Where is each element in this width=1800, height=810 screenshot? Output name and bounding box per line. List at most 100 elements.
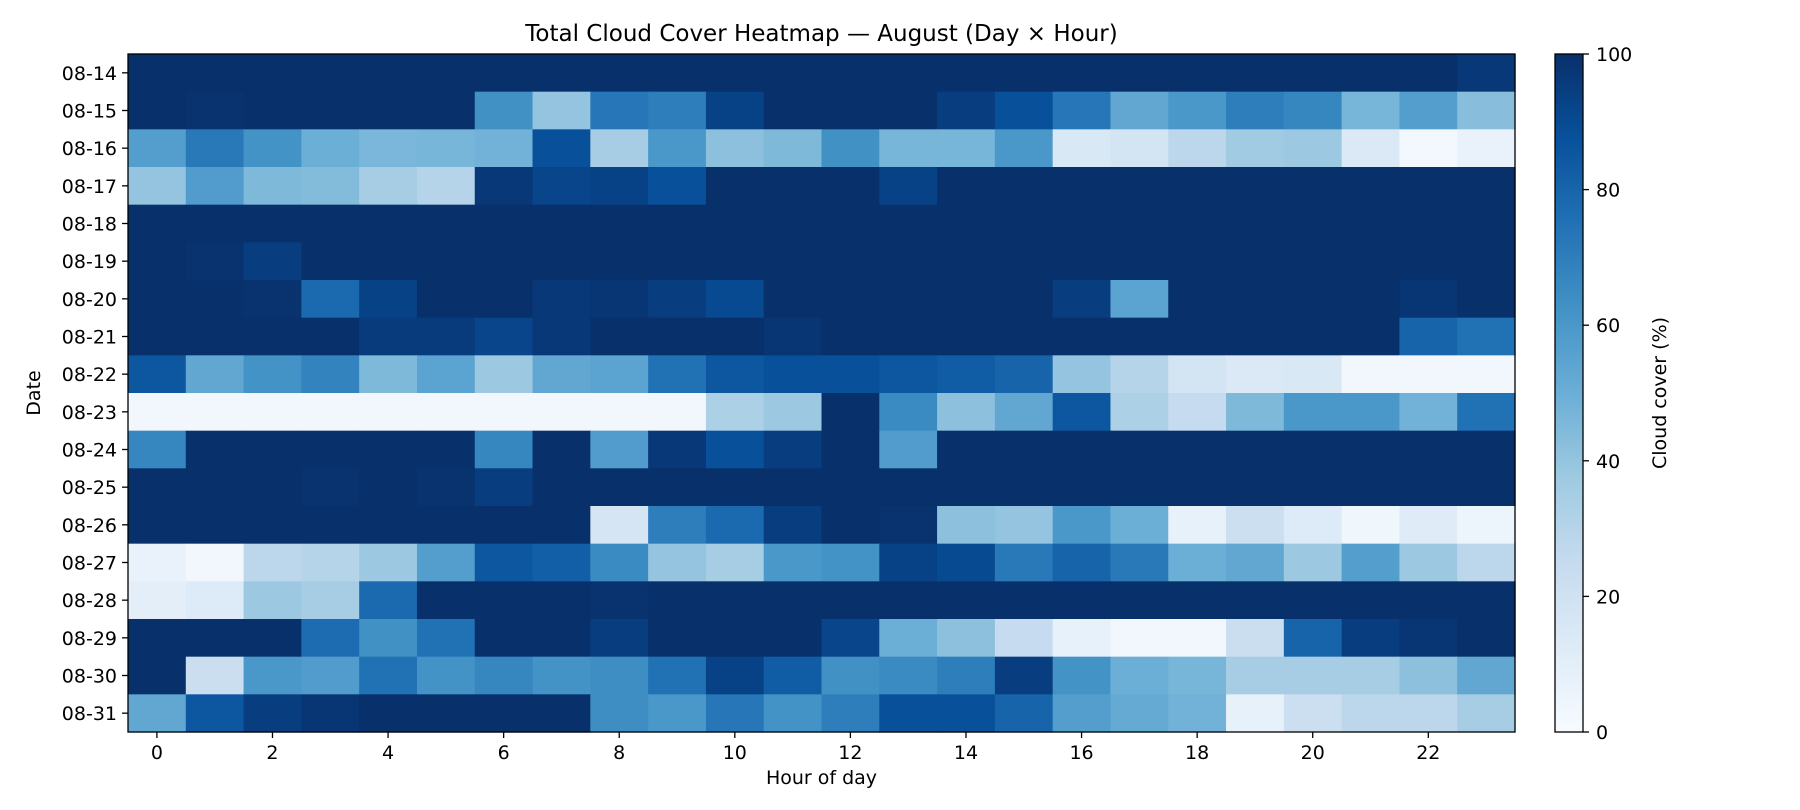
y-tick-label: 08-24 [62,440,117,462]
heatmap-cell [128,167,187,206]
heatmap-cell [1457,393,1516,432]
heatmap-cell [532,317,591,356]
heatmap-cell [1168,619,1227,658]
heatmap-cell [1110,468,1169,507]
heatmap-cell [301,393,360,432]
heatmap-cell [994,430,1054,469]
heatmap-cell [1052,129,1112,168]
heatmap-cell [763,242,823,281]
heatmap-cell [128,242,187,281]
heatmap-cell [879,581,938,620]
heatmap-cell [1399,468,1458,507]
heatmap-cell [474,317,534,356]
heatmap-cell [1283,204,1343,243]
heatmap-cell [1052,506,1112,545]
heatmap-cell [821,129,880,168]
heatmap-cell [648,656,707,695]
heatmap-cell [937,204,996,243]
heatmap-cell [937,694,996,733]
y-tick-label: 08-27 [62,553,117,575]
heatmap-cell [1399,242,1458,281]
heatmap-cell [1399,280,1458,319]
heatmap-cell [1399,694,1458,733]
heatmap-cell [821,619,880,658]
heatmap-cell [301,204,360,243]
heatmap-cell [416,656,476,695]
heatmap-cell [474,204,534,243]
x-axis-ticks: 0 2 4 6 8 10 12 14 16 18 20 22 [151,732,1440,764]
heatmap-cell [243,656,302,695]
heatmap-cell [937,167,996,206]
heatmap-cell [937,280,996,319]
y-tick-label: 08-29 [62,628,117,650]
colorbar-label: Cloud cover (%) [1649,317,1671,469]
heatmap-cell [994,506,1054,545]
heatmap-cell [1399,355,1458,394]
y-tick-label: 08-20 [62,289,117,311]
heatmap-cell [590,242,649,281]
heatmap-cell [474,430,534,469]
heatmap-cell [128,619,187,658]
heatmap-cell [590,167,649,206]
heatmap-cell [821,694,880,733]
heatmap-cell [648,468,707,507]
heatmap-cell [648,355,707,394]
heatmap-cell [1399,581,1458,620]
heatmap-cell [474,91,534,130]
heatmap-cell [1168,355,1227,394]
heatmap-cell [1341,167,1401,206]
heatmap-cell [994,204,1054,243]
heatmap-cell [763,506,823,545]
heatmap-cell [1226,506,1285,545]
heatmap-cell [301,129,360,168]
x-tick-label: 16 [1069,742,1093,764]
heatmap-cell [416,468,476,507]
heatmap-cell [128,694,187,733]
heatmap-cell [705,91,765,130]
heatmap-cell [1168,468,1227,507]
y-tick-label: 08-23 [62,402,117,424]
heatmap-cell [532,581,591,620]
heatmap-cell [359,280,418,319]
heatmap-cell [648,694,707,733]
heatmap-cell [1283,581,1343,620]
heatmap-cell [474,129,534,168]
heatmap-cell [821,468,880,507]
heatmap-cell [416,129,476,168]
heatmap-cell [185,619,245,658]
heatmap-cell [821,91,880,130]
heatmap-cell [359,656,418,695]
heatmap-cell [763,543,823,582]
heatmap-cell [1341,656,1401,695]
heatmap-cell [128,393,187,432]
heatmap-cell [1399,91,1458,130]
heatmap-cell [359,54,418,93]
heatmap-cell [937,242,996,281]
heatmap-cell [705,355,765,394]
heatmap-cell [1399,317,1458,356]
heatmap-cell [359,430,418,469]
heatmap-cell [532,543,591,582]
heatmap-cell [994,280,1054,319]
heatmap-cell [821,54,880,93]
heatmap-cell [532,54,591,93]
heatmap-cell [185,204,245,243]
heatmap-cell [301,656,360,695]
heatmap-cell [532,430,591,469]
heatmap-cell [879,54,938,93]
heatmap-cell [648,430,707,469]
heatmap-cell [879,393,938,432]
heatmap-cell [1168,167,1227,206]
heatmap-cell [590,506,649,545]
x-tick-label: 6 [498,742,510,764]
heatmap-cell [937,468,996,507]
heatmap-cell [879,619,938,658]
heatmap-cell [128,91,187,130]
heatmap-cell [590,694,649,733]
heatmap-cell [474,543,534,582]
y-tick-label: 08-28 [62,590,117,612]
heatmap-cell [705,242,765,281]
heatmap-cell [474,393,534,432]
heatmap-cell [532,468,591,507]
heatmap-cell [879,468,938,507]
